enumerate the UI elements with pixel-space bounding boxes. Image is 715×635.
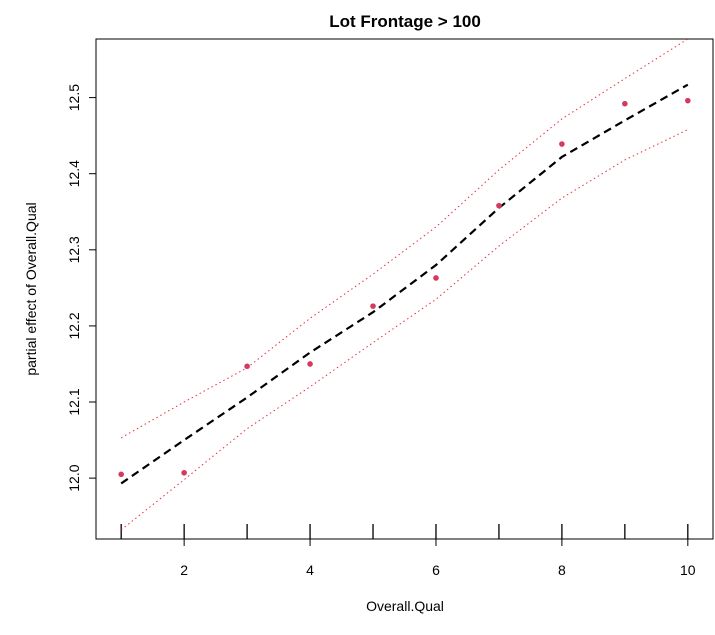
y-tick-label: 12.1 [66, 388, 82, 415]
rug [120, 524, 689, 539]
chart-title: Lot Frontage > 100 [329, 12, 481, 31]
data-point [496, 202, 502, 209]
data-point [685, 97, 691, 104]
y-tick-label: 12.0 [66, 464, 82, 491]
lower-ci-line [120, 129, 689, 531]
y-tick-label: 12.3 [66, 236, 82, 263]
data-point [622, 100, 628, 107]
plot-frame [95, 38, 714, 540]
upper-ci-line [120, 38, 689, 439]
data-point [307, 361, 313, 367]
data-point [244, 363, 250, 370]
x-tick-label: 10 [680, 562, 696, 578]
x-tick-label: 8 [558, 562, 566, 578]
data-point [559, 141, 565, 147]
series-layer [118, 38, 691, 531]
y-tick-label: 12.5 [66, 84, 82, 111]
x-tick-label: 4 [306, 562, 314, 578]
y-axis: 12.0 12.1 12.2 12.3 12.4 12.5 [66, 84, 96, 492]
x-axis-label: Overall.Qual [366, 598, 444, 614]
data-point [433, 275, 439, 281]
x-tick-label: 2 [180, 562, 188, 578]
x-axis: 2 4 6 8 10 [180, 539, 696, 578]
data-point [181, 469, 187, 476]
data-point [370, 303, 376, 309]
x-tick-label: 6 [432, 562, 440, 578]
y-axis-label: partial effect of Overall.Qual [23, 202, 39, 375]
y-tick-label: 12.4 [66, 160, 82, 187]
fit-line [120, 83, 689, 485]
data-point [118, 471, 124, 478]
y-tick-label: 12.2 [66, 312, 82, 339]
